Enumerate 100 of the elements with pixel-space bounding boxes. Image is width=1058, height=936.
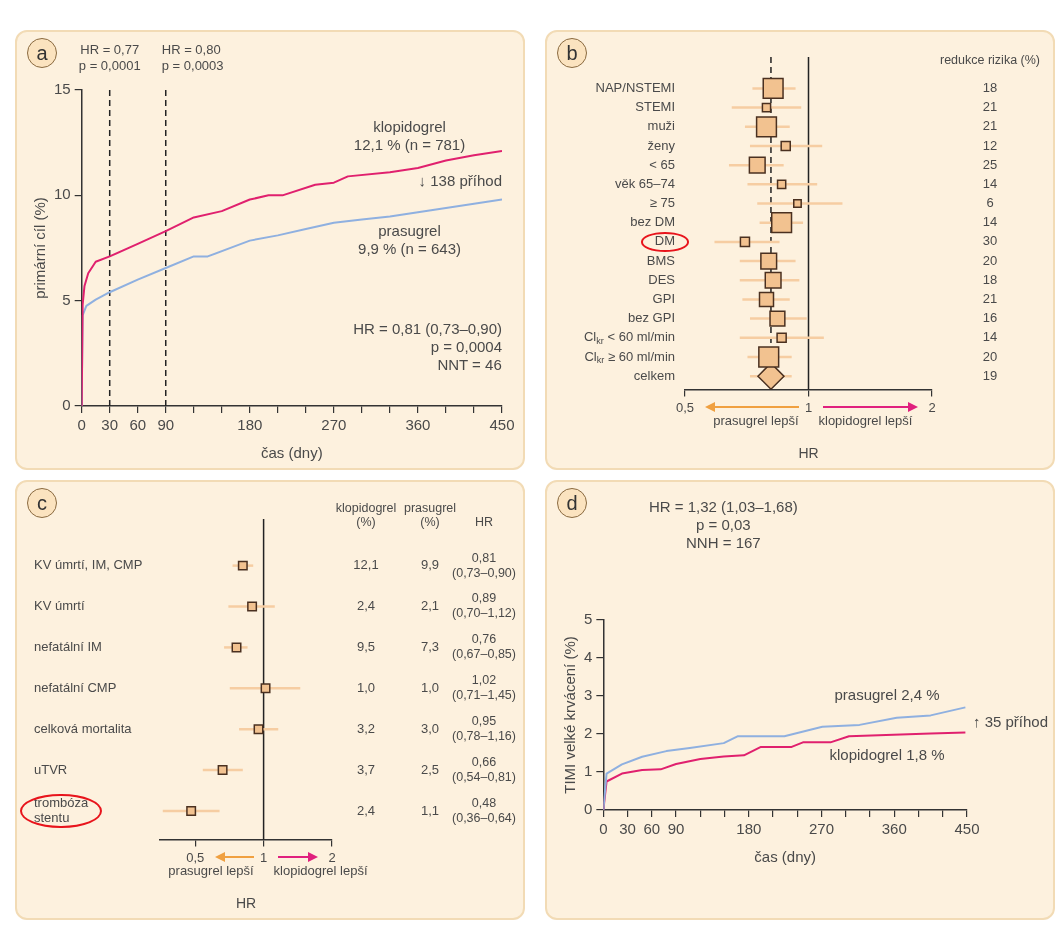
- text: klopidogrel lepší: [818, 413, 913, 429]
- text: 2,1: [420, 598, 440, 614]
- text: 16: [982, 310, 998, 326]
- y-tick-label: ženy: [647, 137, 676, 153]
- x-tick-label: 180: [736, 820, 762, 838]
- text: ↑ 35 příhod: [973, 712, 1049, 730]
- data-label: 0,95 (0,78–1,16): [452, 714, 516, 744]
- data-label: 0,66 (0,54–0,81): [452, 755, 516, 785]
- text: 6: [986, 195, 994, 211]
- x-tick-label: 180: [237, 416, 263, 434]
- y-tick-label: trombóza stentu: [34, 795, 89, 826]
- chart-title: b: [557, 38, 587, 68]
- data-label: 0,48 (0,36–0,64): [452, 795, 516, 825]
- y-tick-label: nefatální IM: [34, 638, 102, 654]
- x-tick-label: 0,5: [186, 849, 205, 865]
- y-tick-label: 5: [584, 610, 593, 628]
- y-tick-label: KV úmrtí, IM, CMP: [34, 557, 143, 573]
- series-label: klopidogrel 12,1 % (n = 781): [353, 118, 466, 154]
- text: 7,3: [420, 638, 440, 654]
- annotation: ↓ 138 příhod: [418, 171, 503, 189]
- x-tick-label: 30: [619, 820, 636, 838]
- x-tick-label: 1: [259, 849, 268, 865]
- text: 9,9: [420, 557, 440, 573]
- point: [237, 560, 248, 571]
- text: klopidogrel lepší: [273, 863, 368, 879]
- x-tick-label: 90: [667, 820, 685, 838]
- y-tick-label: NAP/NSTEMI: [595, 80, 676, 96]
- series-label: prasugrel 9,9 % (n = 643): [358, 222, 462, 258]
- x-axis-title: čas (dny): [754, 848, 817, 866]
- y-tick-label: bez GPI: [628, 310, 675, 326]
- text: 14: [982, 329, 998, 345]
- y-tick-label: 2: [584, 724, 593, 742]
- y-axis-title: TIMI velké krvácení (%): [561, 636, 579, 794]
- series-label: prasugrel 2,4 %: [834, 685, 940, 703]
- text: 12,1: [353, 557, 379, 573]
- text: 20: [982, 348, 998, 364]
- text: 21: [982, 291, 998, 307]
- text: prasugrel (%): [403, 501, 457, 530]
- y-tick-label: celkem: [633, 367, 676, 383]
- x-tick-label: 90: [157, 416, 175, 434]
- y-tick-label: 5: [62, 290, 71, 308]
- text: 9,5: [356, 638, 376, 654]
- point: [231, 642, 242, 653]
- text: prasugrel lepší: [713, 413, 799, 429]
- x-axis-title: HR: [798, 445, 819, 462]
- y-tick-label: 10: [54, 185, 71, 203]
- text: 18: [982, 80, 998, 96]
- y-tick-label: KV úmrtí: [34, 598, 85, 614]
- x-tick-label: 60: [129, 416, 147, 434]
- data-label: 0,89 (0,70–1,12): [452, 591, 516, 621]
- text: 14: [982, 214, 998, 230]
- y-tick-label: STEMI: [635, 99, 676, 115]
- y-tick-label: bez DM: [630, 214, 676, 230]
- text: 1,1: [420, 802, 440, 818]
- x-tick-label: 270: [321, 416, 347, 434]
- x-tick-label: 2: [928, 399, 936, 415]
- text: 3,0: [420, 720, 440, 736]
- text: 3,2: [356, 720, 376, 736]
- chart-title: d: [557, 488, 587, 518]
- point: [253, 724, 264, 735]
- text: 30: [982, 233, 998, 249]
- x-axis-title: čas (dny): [261, 444, 323, 462]
- text: 12: [982, 137, 998, 153]
- text: 20: [982, 252, 998, 268]
- y-tick-label: 4: [584, 648, 593, 666]
- y-tick-label: věk 65–74: [615, 175, 676, 191]
- text: 18: [982, 271, 998, 287]
- y-tick-label: 3: [584, 686, 593, 704]
- data-label: 0,76 (0,67–0,85): [452, 632, 516, 662]
- chart-title: a: [27, 38, 57, 68]
- text: 1,0: [356, 679, 376, 695]
- text: 25: [982, 156, 998, 172]
- text: 19: [982, 367, 998, 383]
- data-label: 0,81 (0,73–0,90): [452, 550, 516, 580]
- series-label: klopidogrel 1,8 %: [829, 746, 945, 764]
- x-tick-label: 360: [405, 416, 431, 434]
- text: 3,7: [356, 761, 376, 777]
- y-tick-label: ≥ 75: [649, 195, 676, 211]
- x-tick-label: 0,5: [675, 399, 695, 415]
- text: HR = 1,32 (1,03–1,68) p = 0,03 NNH = 167: [648, 498, 798, 552]
- text: klopidogrel (%): [335, 501, 397, 530]
- y-tick-label: uTVR: [34, 761, 68, 777]
- x-axis-title: HR: [235, 895, 257, 912]
- x-tick-label: 450: [954, 820, 980, 838]
- y-tick-label: 15: [54, 80, 71, 98]
- x-tick-label: 2: [328, 849, 336, 865]
- y-tick-label: celková mortalita: [34, 720, 133, 736]
- x-tick-label: 30: [101, 416, 119, 434]
- text: HR: [474, 515, 494, 530]
- y-axis-title: primární cíl (%): [31, 197, 49, 299]
- x-tick-label: 360: [881, 820, 907, 838]
- y-tick-label: nefatální CMP: [34, 679, 117, 695]
- chart-title: c: [27, 488, 57, 518]
- text: redukce rizika (%): [939, 53, 1041, 68]
- text: 14: [982, 175, 998, 191]
- text: HR = 0,80 p = 0,0003: [161, 41, 224, 73]
- y-tick-label: DM: [654, 233, 675, 249]
- point: [247, 601, 258, 612]
- y-tick-label: GPI: [652, 291, 676, 307]
- y-tick-label: DES: [648, 271, 676, 287]
